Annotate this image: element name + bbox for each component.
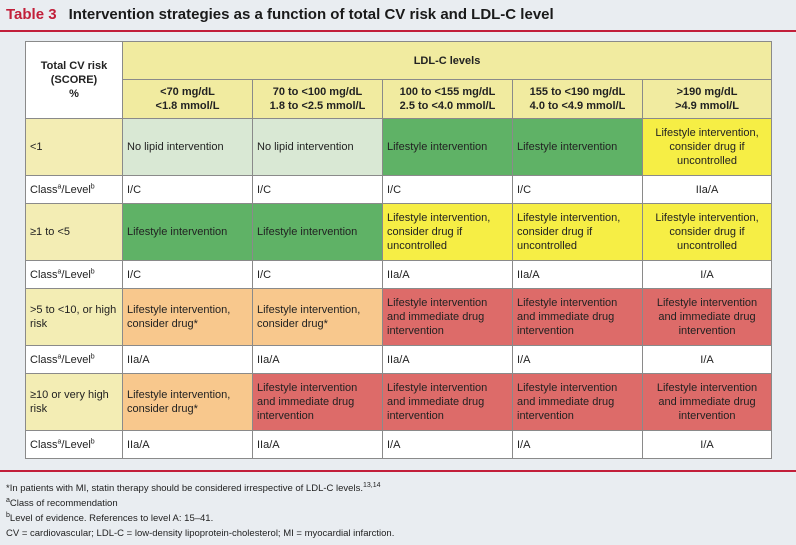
column-header-1: <70 mg/dL <1.8 mmol/L bbox=[122, 79, 253, 119]
class-value: IIa/A bbox=[122, 430, 253, 459]
recommendation-cell: No lipid intervention bbox=[252, 118, 383, 176]
class-value: I/A bbox=[641, 260, 773, 289]
class-value: I/C bbox=[252, 175, 383, 204]
class-level-label: Classa/Levelb bbox=[25, 345, 123, 374]
class-row: Classa/Levelb I/C I/C IIa/A IIa/A I/A bbox=[25, 260, 773, 289]
class-value: IIa/A bbox=[122, 345, 253, 374]
class-value: I/A bbox=[641, 430, 773, 459]
ldl-levels-header: LDL-C levels bbox=[121, 41, 773, 80]
recommendation-cell: Lifestyle intervention and immediate dru… bbox=[512, 373, 643, 431]
risk-label: ≥10 or very high risk bbox=[25, 373, 123, 431]
class-row: Classa/Levelb I/C I/C I/C I/C IIa/A bbox=[25, 175, 773, 204]
footnotes: *In patients with MI, statin therapy sho… bbox=[6, 481, 790, 541]
class-value: IIa/A bbox=[252, 345, 383, 374]
table-title: Table 3 Intervention strategies as a fun… bbox=[0, 0, 796, 28]
class-value: IIa/A bbox=[382, 345, 513, 374]
risk-label: ≥1 to <5 bbox=[25, 203, 123, 261]
class-level-label: Classa/Levelb bbox=[25, 175, 123, 204]
risk-header-line3: % bbox=[69, 88, 79, 100]
recommendation-cell: Lifestyle intervention bbox=[122, 203, 253, 261]
recommendation-cell: Lifestyle intervention, consider drug if… bbox=[641, 203, 773, 261]
class-value: I/A bbox=[641, 345, 773, 374]
recommendation-cell: Lifestyle intervention, consider drug* bbox=[122, 288, 253, 346]
table-row: ≥10 or very high risk Lifestyle interven… bbox=[25, 373, 773, 431]
recommendation-cell: Lifestyle intervention, consider drug if… bbox=[512, 203, 643, 261]
recommendation-cell: Lifestyle intervention and immediate dru… bbox=[512, 288, 643, 346]
bottom-rule bbox=[0, 470, 796, 472]
table-caption: Intervention strategies as a function of… bbox=[68, 5, 554, 23]
class-value: I/A bbox=[512, 345, 643, 374]
risk-label: <1 bbox=[25, 118, 123, 176]
column-header-5: >190 mg/dL >4.9 mmol/L bbox=[641, 79, 773, 119]
recommendation-cell: Lifestyle intervention, consider drug* bbox=[252, 288, 383, 346]
class-value: I/C bbox=[512, 175, 643, 204]
class-value: I/C bbox=[122, 175, 253, 204]
top-rule bbox=[0, 30, 796, 32]
column-header-3: 100 to <155 mg/dL 2.5 to <4.0 mmol/L bbox=[382, 79, 513, 119]
intervention-table: Total CV risk (SCORE) % LDL-C levels <70… bbox=[25, 41, 773, 459]
table-row: >5 to <10, or high risk Lifestyle interv… bbox=[25, 288, 773, 346]
class-row: Classa/Levelb IIa/A IIa/A IIa/A I/A I/A bbox=[25, 345, 773, 374]
footnote-abbreviations: CV = cardiovascular; LDL-C = low-density… bbox=[6, 528, 395, 539]
recommendation-cell: Lifestyle intervention, consider drug* bbox=[122, 373, 253, 431]
class-value: I/A bbox=[512, 430, 643, 459]
class-value: I/A bbox=[382, 430, 513, 459]
risk-header-line1: Total CV risk bbox=[40, 60, 108, 72]
column-header-4: 155 to <190 mg/dL 4.0 to <4.9 mmol/L bbox=[512, 79, 643, 119]
class-value: IIa/A bbox=[382, 260, 513, 289]
class-value: I/C bbox=[122, 260, 253, 289]
class-row: Classa/Levelb IIa/A IIa/A I/A I/A I/A bbox=[25, 430, 773, 459]
recommendation-cell: Lifestyle intervention, consider drug if… bbox=[641, 118, 773, 176]
risk-label: >5 to <10, or high risk bbox=[25, 288, 123, 346]
class-value: I/C bbox=[252, 260, 383, 289]
recommendation-cell: Lifestyle intervention bbox=[382, 118, 513, 176]
footnote-b: bLevel of evidence. References to level … bbox=[6, 511, 214, 524]
risk-header: Total CV risk (SCORE) % bbox=[25, 41, 123, 119]
recommendation-cell: Lifestyle intervention, consider drug if… bbox=[382, 203, 513, 261]
risk-header-line2: (SCORE) bbox=[50, 74, 98, 86]
table-row: ≥1 to <5 Lifestyle intervention Lifestyl… bbox=[25, 203, 773, 261]
recommendation-cell: No lipid intervention bbox=[122, 118, 253, 176]
footnote-star: *In patients with MI, statin therapy sho… bbox=[6, 481, 381, 494]
recommendation-cell: Lifestyle intervention and immediate dru… bbox=[382, 288, 513, 346]
recommendation-cell: Lifestyle intervention and immediate dru… bbox=[252, 373, 383, 431]
footnote-a: aClass of recommendation bbox=[6, 496, 118, 509]
table-number: Table 3 bbox=[6, 5, 57, 23]
class-value: IIa/A bbox=[641, 175, 773, 204]
column-header-2: 70 to <100 mg/dL 1.8 to <2.5 mmol/L bbox=[252, 79, 383, 119]
recommendation-cell: Lifestyle intervention bbox=[512, 118, 643, 176]
recommendation-cell: Lifestyle intervention and immediate dru… bbox=[641, 373, 773, 431]
class-level-label: Classa/Levelb bbox=[25, 430, 123, 459]
recommendation-cell: Lifestyle intervention and immediate dru… bbox=[641, 288, 773, 346]
recommendation-cell: Lifestyle intervention bbox=[252, 203, 383, 261]
table-row: <1 No lipid intervention No lipid interv… bbox=[25, 118, 773, 176]
class-level-label: Classa/Levelb bbox=[25, 260, 123, 289]
class-value: IIa/A bbox=[512, 260, 643, 289]
column-header-row: <70 mg/dL <1.8 mmol/L 70 to <100 mg/dL 1.8… bbox=[26, 79, 773, 119]
recommendation-cell: Lifestyle intervention and immediate dru… bbox=[382, 373, 513, 431]
class-value: I/C bbox=[382, 175, 513, 204]
class-value: IIa/A bbox=[252, 430, 383, 459]
